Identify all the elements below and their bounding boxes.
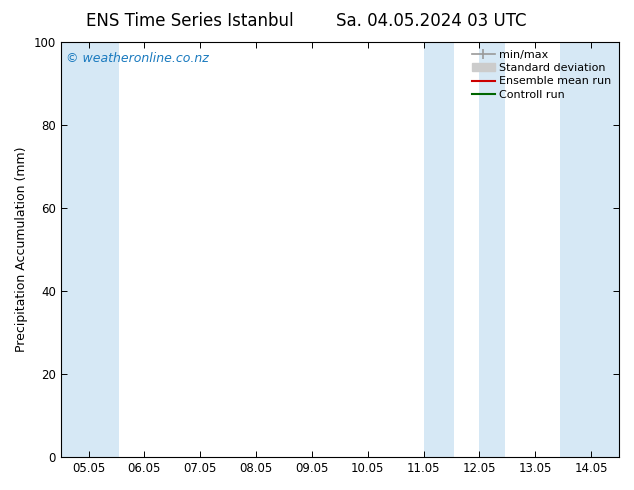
Bar [424,42,455,457]
Bar [61,42,119,457]
Y-axis label: Precipitation Accumulation (mm): Precipitation Accumulation (mm) [15,147,28,352]
Text: Sa. 04.05.2024 03 UTC: Sa. 04.05.2024 03 UTC [336,12,526,30]
Legend: min/max, Standard deviation, Ensemble mean run, Controll run: min/max, Standard deviation, Ensemble me… [470,48,614,102]
Text: ENS Time Series Istanbul: ENS Time Series Istanbul [86,12,294,30]
Bar [479,42,505,457]
Bar [560,42,619,457]
Text: © weatheronline.co.nz: © weatheronline.co.nz [66,52,209,66]
